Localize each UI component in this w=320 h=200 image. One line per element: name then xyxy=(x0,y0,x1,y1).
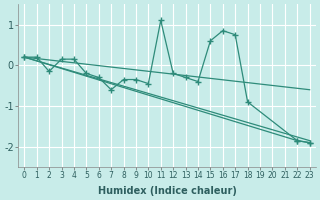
X-axis label: Humidex (Indice chaleur): Humidex (Indice chaleur) xyxy=(98,186,236,196)
